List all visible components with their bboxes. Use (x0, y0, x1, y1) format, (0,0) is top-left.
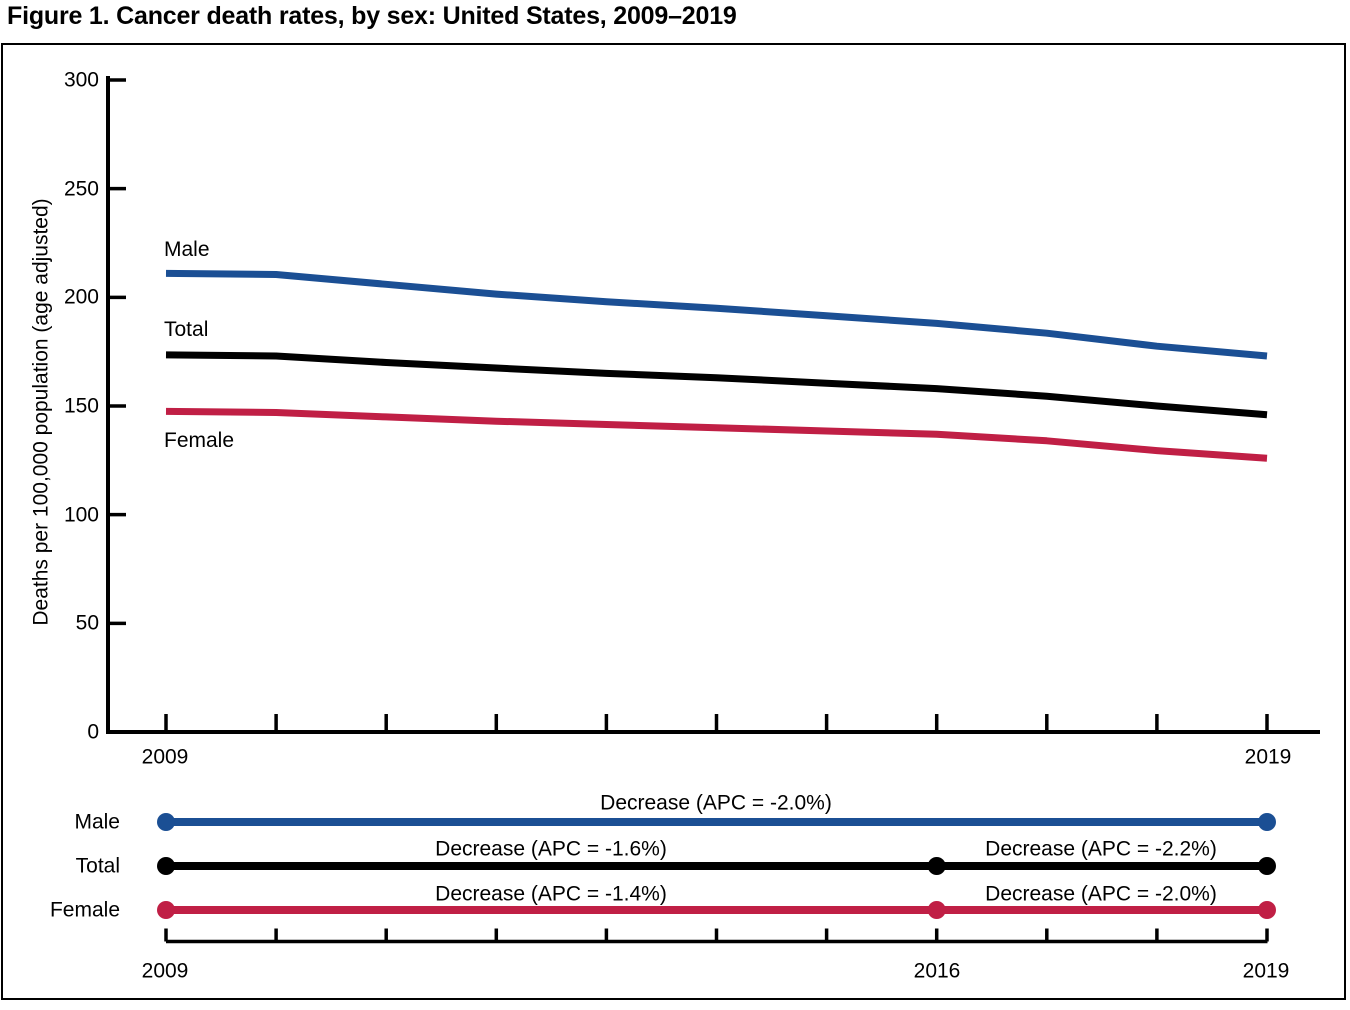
y-tick-label-50: 50 (75, 611, 99, 635)
apc-point-male-2009 (157, 813, 175, 831)
series-label-male: Male (164, 238, 210, 261)
apc-point-total-2016 (927, 857, 946, 875)
apc-label-total-2016-2019: Decrease (APC = -2.2%) (985, 837, 1217, 861)
x-tick-label-2019: 2019 (1244, 745, 1292, 769)
y-tick-label-0: 0 (87, 720, 99, 744)
apc-point-total-2019 (1258, 857, 1276, 875)
series-line-total (165, 351, 1268, 419)
figure-title: Figure 1. Cancer death rates, by sex: Un… (7, 2, 737, 30)
series-line-female (165, 407, 1268, 462)
y-tick-label-250: 250 (63, 177, 99, 201)
y-axis-label: Deaths per 100,000 population (age adjus… (29, 198, 53, 626)
apc-x-label-2019: 2019 (1242, 959, 1290, 983)
apc-x-label-2016: 2016 (913, 959, 961, 983)
apc-row-label-male: Male (74, 810, 120, 834)
series-line-male (165, 269, 1268, 360)
apc-point-total-2009 (157, 857, 175, 875)
apc-label-male-2009-2019: Decrease (APC = -2.0%) (600, 791, 832, 815)
apc-point-female-2009 (157, 901, 175, 919)
y-tick-label-150: 150 (63, 394, 99, 418)
y-tick-label-200: 200 (63, 285, 99, 309)
y-tick-label-300: 300 (63, 68, 99, 92)
apc-label-total-2009-2016: Decrease (APC = -1.6%) (435, 837, 667, 861)
apc-point-female-2016 (927, 901, 946, 919)
figure-frame (1, 43, 1346, 1000)
apc-point-male-2019 (1258, 813, 1276, 831)
apc-row-label-female: Female (49, 898, 120, 922)
apc-label-female-2016-2019: Decrease (APC = -2.0%) (985, 882, 1217, 906)
series-label-total: Total (164, 318, 209, 341)
apc-label-female-2009-2016: Decrease (APC = -1.4%) (435, 882, 667, 906)
apc-point-female-2019 (1258, 901, 1276, 919)
apc-row-label-total: Total (75, 854, 120, 878)
x-tick-label-2009: 2009 (141, 745, 189, 769)
series-label-female: Female (164, 429, 235, 452)
y-tick-label-100: 100 (63, 503, 99, 527)
apc-x-label-2009: 2009 (141, 959, 189, 983)
